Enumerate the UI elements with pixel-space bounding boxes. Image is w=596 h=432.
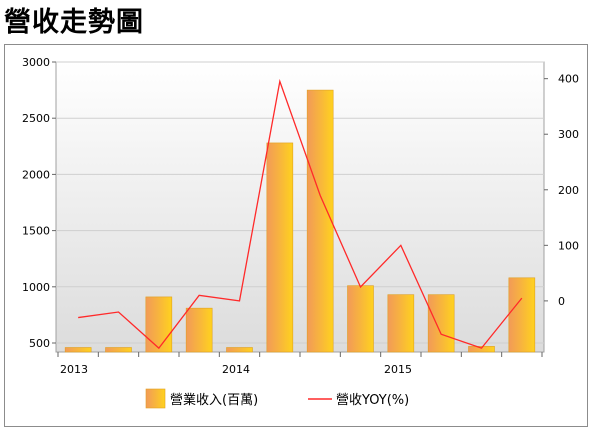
bar (306, 89, 334, 353)
x-tick-label: 2014 (222, 363, 250, 376)
bar (226, 347, 253, 353)
left-tick-label: 500 (29, 337, 50, 350)
bar (145, 296, 173, 353)
bar (427, 294, 455, 353)
left-tick-label: 3000 (22, 56, 50, 69)
left-tick-label: 2000 (22, 168, 50, 181)
right-tick-label: 100 (558, 239, 579, 252)
bar (347, 285, 374, 353)
right-tick-label: 200 (558, 184, 579, 197)
legend-bar-swatch (145, 388, 166, 409)
legend-line-label: 營收YOY(%) (336, 393, 409, 408)
bar (105, 347, 132, 353)
right-tick-label: 0 (558, 295, 565, 308)
right-tick-label: 300 (558, 128, 579, 141)
x-tick-label: 2013 (60, 363, 88, 376)
bar (468, 346, 495, 353)
left-tick-label: 1500 (22, 225, 50, 238)
bar (387, 294, 415, 353)
bar (64, 347, 92, 353)
x-tick-label: 2015 (384, 363, 412, 376)
left-tick-label: 1000 (22, 281, 50, 294)
bar (185, 307, 213, 353)
left-tick-label: 2500 (22, 112, 50, 125)
right-tick-label: 400 (558, 73, 579, 86)
bar (508, 277, 536, 353)
plot-area (55, 61, 545, 353)
yoy-line (78, 78, 523, 350)
page-title: 營收走勢圖 (4, 7, 144, 38)
legend-bar-label: 營業收入(百萬) (170, 392, 258, 408)
bar (266, 142, 294, 353)
